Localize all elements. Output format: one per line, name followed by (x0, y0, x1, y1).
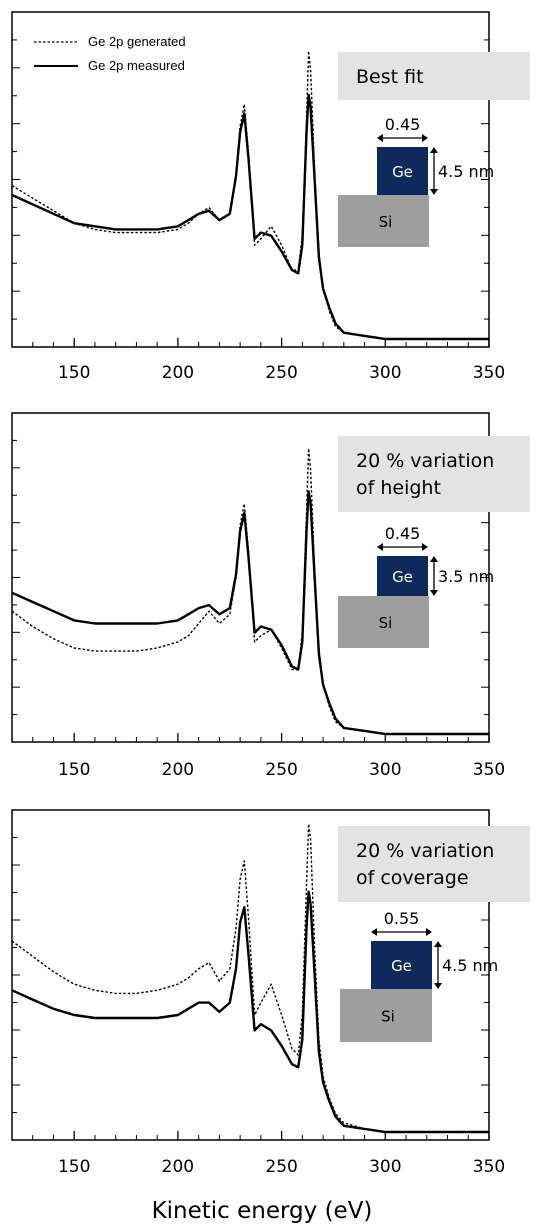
series-measured-line (11, 93, 489, 341)
si-label: Si (379, 614, 393, 632)
legend-entry-label: Ge 2p generated (88, 34, 186, 49)
x-tick-label: 150 (58, 760, 90, 780)
structure-annotation: Best fit Si Ge 0.45 4.5 nm (338, 52, 530, 247)
annotation-label: 20 % variation (356, 450, 494, 472)
x-tick-label: 300 (369, 1157, 401, 1177)
annotation-label: 20 % variation (356, 840, 494, 862)
annotation-label: of height (356, 477, 441, 499)
annotation-label: of coverage (356, 867, 469, 889)
annotation-label-box (338, 826, 530, 902)
x-tick-label: 200 (162, 760, 194, 780)
annotation-label: Best fit (356, 66, 424, 88)
annotation-label-box (338, 436, 530, 512)
ge-island (371, 941, 432, 989)
annotation-label-box (338, 52, 530, 100)
structure-annotation: 20 % variation of coverage Si Ge 0.55 4.5 nm (338, 826, 530, 1042)
x-tick-label: 200 (162, 1157, 194, 1177)
si-substrate (338, 596, 429, 648)
coverage-value: 0.45 (385, 115, 421, 134)
si-substrate (340, 989, 432, 1042)
x-tick-label: 350 (473, 760, 505, 780)
coverage-value: 0.55 (384, 909, 420, 928)
coverage-arrowheads (377, 134, 428, 142)
x-axis-label: Kinetic energy (eV) (152, 1198, 373, 1224)
ge-label: Ge (392, 568, 413, 586)
x-tick-label: 300 (369, 363, 401, 383)
structure-annotation: 20 % variation of height Si Ge 0.45 3.5 nm (338, 436, 530, 648)
x-tick-label: 150 (58, 1157, 90, 1177)
x-tick-label: 250 (265, 760, 297, 780)
coverage-arrowheads (377, 543, 428, 551)
legend: Ge 2p generated Ge 2p measured (34, 34, 186, 73)
si-substrate (338, 195, 429, 247)
height-value: 4.5 nm (442, 956, 498, 975)
ge-island (377, 147, 428, 195)
height-value: 4.5 nm (438, 162, 494, 181)
chart-panel-3: 150 200 250 300 350 20 % variation of coverage… (11, 809, 530, 1177)
x-tick-label: 350 (473, 363, 505, 383)
coverage-value: 0.45 (385, 524, 421, 543)
x-tick-label: 200 (162, 363, 194, 383)
series-measured-line (11, 490, 489, 736)
x-tick-label: 300 (369, 760, 401, 780)
series-generated-line (11, 50, 489, 340)
series-measured-line (11, 890, 489, 1134)
ge-island (377, 556, 428, 596)
si-label: Si (381, 1008, 395, 1026)
x-tick-label: 150 (58, 363, 90, 383)
legend-entry-label: Ge 2p measured (88, 58, 185, 73)
height-value: 3.5 nm (438, 567, 494, 586)
x-tick-label: 350 (473, 1157, 505, 1177)
x-tick-label: 250 (265, 363, 297, 383)
x-tick-label: 250 (265, 1157, 297, 1177)
chart-panel-1: 150 200 250 300 350 Ge 2p generated Ge 2p meas… (11, 11, 530, 383)
ge-label: Ge (391, 957, 412, 975)
chart-panel-2: 150 200 250 300 350 20 % variation of height Si… (11, 412, 530, 780)
ge-label: Ge (392, 163, 413, 181)
si-label: Si (379, 213, 393, 231)
